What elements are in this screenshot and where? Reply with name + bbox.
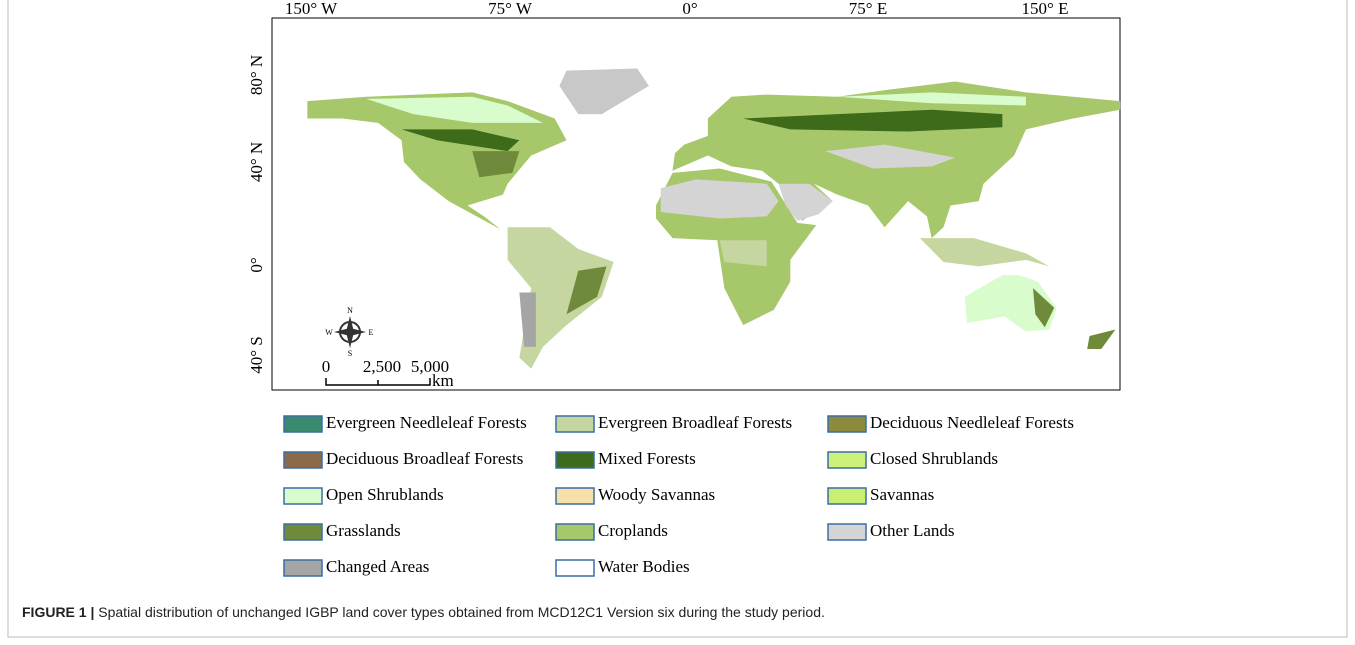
legend-label: Changed Areas — [326, 557, 429, 576]
legend-label: Croplands — [598, 521, 668, 540]
caption: FIGURE 1 | Spatial distribution of uncha… — [22, 604, 825, 620]
compass-n: N — [347, 306, 353, 315]
legend-swatch — [556, 416, 594, 432]
longitude-label: 150° E — [1022, 0, 1069, 18]
compass-w: W — [325, 328, 333, 337]
legend-label: Grasslands — [326, 521, 401, 540]
legend-label: Deciduous Needleleaf Forests — [870, 413, 1074, 432]
legend-swatch — [284, 524, 322, 540]
compass-s: S — [348, 349, 352, 358]
sahara — [661, 179, 779, 218]
legend-swatch — [828, 488, 866, 504]
legend-swatch — [284, 452, 322, 468]
legend-swatch — [556, 524, 594, 540]
legend-swatch — [828, 452, 866, 468]
figure-canvas: N E S W 150° W 75° W 0° 75° E 150° E 80° N 40°… — [0, 0, 1355, 645]
legend-label: Water Bodies — [598, 557, 690, 576]
legend-label: Evergreen Broadleaf Forests — [598, 413, 792, 432]
latitude-label: 80° N — [247, 55, 266, 95]
legend-swatch — [284, 560, 322, 576]
legend-label: Evergreen Needleleaf Forests — [326, 413, 527, 432]
longitude-label: 75° E — [849, 0, 887, 18]
legend-swatch — [556, 452, 594, 468]
longitude-label: 75° W — [488, 0, 533, 18]
legend-swatch — [556, 488, 594, 504]
legend-swatch — [828, 524, 866, 540]
latitude-label: 0° — [247, 257, 266, 272]
longitude-label: 0° — [682, 0, 697, 18]
latitude-label: 40° S — [247, 336, 266, 374]
latitude-label: 40° N — [247, 142, 266, 182]
legend-label: Open Shrublands — [326, 485, 444, 504]
compass-e: E — [369, 328, 374, 337]
caption-text: Spatial distribution of unchanged IGBP l… — [98, 604, 825, 620]
caption-label: FIGURE 1 | — [22, 604, 94, 620]
longitude-label: 150° W — [285, 0, 338, 18]
scale-unit: km — [432, 371, 454, 390]
legend-label: Closed Shrublands — [870, 449, 998, 468]
scale-label: 2,500 — [363, 357, 401, 376]
figure: N E S W 150° W 75° W 0° 75° E 150° E 80° N 40°… — [0, 0, 1355, 645]
legend-label: Deciduous Broadleaf Forests — [326, 449, 523, 468]
legend-label: Mixed Forests — [598, 449, 696, 468]
legend-swatch — [828, 416, 866, 432]
legend-label: Savannas — [870, 485, 934, 504]
scale-label: 0 — [322, 357, 331, 376]
legend-swatch — [284, 416, 322, 432]
legend-swatch — [284, 488, 322, 504]
legend-label: Woody Savannas — [598, 485, 715, 504]
legend-swatch — [556, 560, 594, 576]
legend-label: Other Lands — [870, 521, 955, 540]
